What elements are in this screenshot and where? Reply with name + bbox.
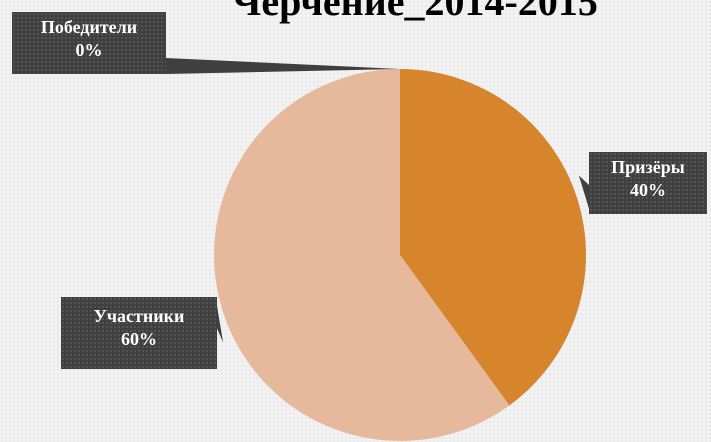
leader-line-participants [216,300,224,343]
pie-slice-participants [214,69,510,441]
data-label-winners: Победители 0% [12,12,166,74]
leader-line-winners [166,58,400,74]
data-label-winners-name: Победители [40,17,138,37]
data-label-winners-value: 0% [75,40,103,60]
data-label-participants: Участники 60% [61,297,217,369]
leader-line-prizewinners [578,175,590,212]
data-label-prizewinners: Призёры 40% [589,152,707,214]
data-label-prizewinners-value: 40% [630,180,666,200]
chart-title: Черчение_2014-2015 [232,0,598,24]
pie-slice-prizewinners [400,69,587,406]
data-label-prizewinners-name: Призёры [611,157,685,177]
data-label-participants-value: 60% [121,329,157,349]
data-label-participants-name: Участники [93,306,185,326]
